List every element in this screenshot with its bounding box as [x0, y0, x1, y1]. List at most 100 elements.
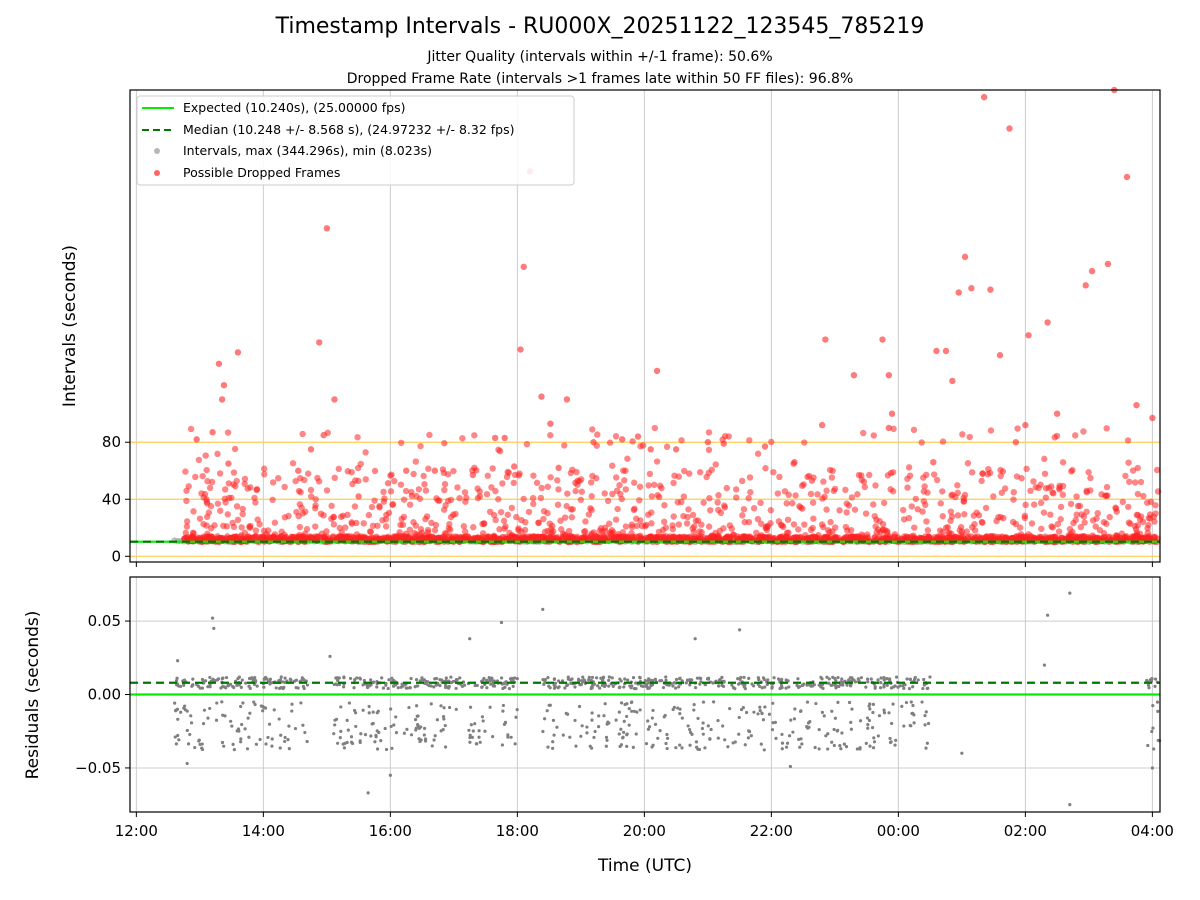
dropped-frame-point: [823, 487, 830, 494]
dropped-frame-point: [518, 516, 525, 524]
dropped-frame-outlier-26: [555, 464, 562, 472]
dropped-frame-point: [349, 480, 356, 488]
dropped-frame-point: [461, 489, 469, 496]
dropped-frame-point: [285, 512, 292, 520]
dropped-frame-point: [181, 535, 189, 542]
dropped-frame-point: [224, 429, 232, 436]
residual-point: [489, 682, 493, 686]
residual-point: [890, 721, 894, 726]
residual-point: [247, 735, 251, 739]
dropped-frame-point: [842, 523, 850, 531]
dropped-frame-outlier-66: [1123, 173, 1131, 181]
dropped-frame-point: [984, 471, 991, 478]
dropped-frame-point: [900, 506, 907, 514]
residual-point: [293, 726, 298, 731]
residual-point: [594, 676, 599, 680]
residual-point: [419, 725, 423, 729]
residual-point: [924, 710, 928, 714]
dropped-frame-point: [1076, 502, 1084, 510]
residual-point: [423, 681, 427, 685]
residual-reference-lines: [130, 681, 1160, 696]
residual-point: [631, 676, 636, 680]
x-tick-label-5: 22:00: [750, 822, 793, 840]
residual-point: [353, 711, 358, 715]
residual-point: [646, 679, 650, 683]
dropped-frame-point: [203, 498, 211, 505]
dropped-frame-point: [374, 522, 381, 529]
legend-dropped-label: Possible Dropped Frames: [183, 165, 340, 180]
residual-point: [454, 707, 458, 711]
dropped-frame-point: [612, 433, 620, 440]
residual-point: [676, 706, 680, 710]
dropped-frame-point: [680, 467, 688, 475]
dropped-frame-outlier-62: [1082, 282, 1089, 289]
dropped-frame-point: [872, 523, 879, 530]
dropped-frame-point: [1137, 513, 1145, 520]
dropped-frame-point: [815, 531, 822, 539]
dropped-frame-outlier-13: [331, 396, 338, 403]
dropped-frame-point: [689, 534, 697, 541]
dropped-frame-outlier-44: [888, 410, 896, 417]
dropped-frame-point: [387, 472, 394, 479]
residual-point: [855, 747, 859, 751]
dropped-frame-point: [1057, 516, 1064, 523]
residual-point: [664, 675, 668, 679]
residual-point: [872, 740, 877, 744]
residual-point: [442, 706, 446, 710]
dropped-frame-point: [252, 533, 259, 540]
dropped-frame-point: [614, 505, 621, 513]
residual-point: [416, 684, 420, 688]
dropped-frame-point: [712, 461, 719, 468]
residual-point: [579, 679, 584, 683]
residual-point: [604, 735, 609, 739]
residual-point: [337, 676, 341, 680]
residual-point: [814, 701, 818, 706]
residual-point: [716, 736, 720, 740]
residual-point: [758, 709, 762, 713]
residual-point: [515, 708, 519, 712]
residual-point: [416, 714, 420, 718]
dropped-frame-point: [408, 492, 416, 500]
dropped-frame-point: [692, 517, 700, 524]
dropped-frame-point: [961, 511, 968, 518]
dropped-frame-point: [561, 514, 569, 521]
dropped-frame-point: [914, 506, 921, 513]
residual-point: [451, 679, 455, 684]
residual-point: [222, 744, 226, 748]
residual-point: [447, 686, 451, 690]
residual-point: [879, 676, 883, 680]
dropped-frame-point: [860, 429, 867, 437]
residual-point: [741, 705, 745, 710]
dropped-frame-point: [504, 468, 511, 476]
residual-point: [413, 718, 418, 722]
residual-point: [246, 716, 250, 720]
dropped-frame-point: [196, 515, 204, 522]
dropped-frame-point: [501, 525, 508, 532]
residual-point: [622, 719, 626, 724]
dropped-frame-point: [609, 462, 616, 469]
dropped-frame-outlier-30: [618, 436, 626, 443]
dropped-frame-point: [733, 486, 740, 493]
dropped-frame-point: [715, 506, 722, 514]
dropped-frame-point: [530, 472, 537, 479]
residual-point: [746, 736, 750, 740]
dropped-frame-point: [523, 441, 531, 448]
dropped-frame-point: [757, 520, 765, 527]
dropped-frame-point: [842, 486, 849, 494]
residual-point: [592, 682, 596, 686]
dropped-frame-point: [628, 530, 635, 537]
residual-point: [174, 742, 178, 746]
residuals-panel: 0.05 0.00 −0.05 12:00 14:00 16:00 18:00 20:00 2…: [23, 576, 1174, 876]
dropped-frame-point: [1067, 531, 1075, 538]
dropped-frame-point: [792, 492, 799, 499]
residual-point: [552, 686, 557, 690]
dropped-frame-point: [1118, 530, 1126, 537]
dropped-frame-point: [421, 481, 428, 488]
residual-point: [923, 713, 927, 718]
residual-point: [432, 685, 436, 689]
residual-point: [468, 735, 472, 740]
dropped-frame-point: [316, 533, 323, 541]
dropped-frame-point: [515, 525, 522, 532]
residual-point: [287, 747, 291, 751]
